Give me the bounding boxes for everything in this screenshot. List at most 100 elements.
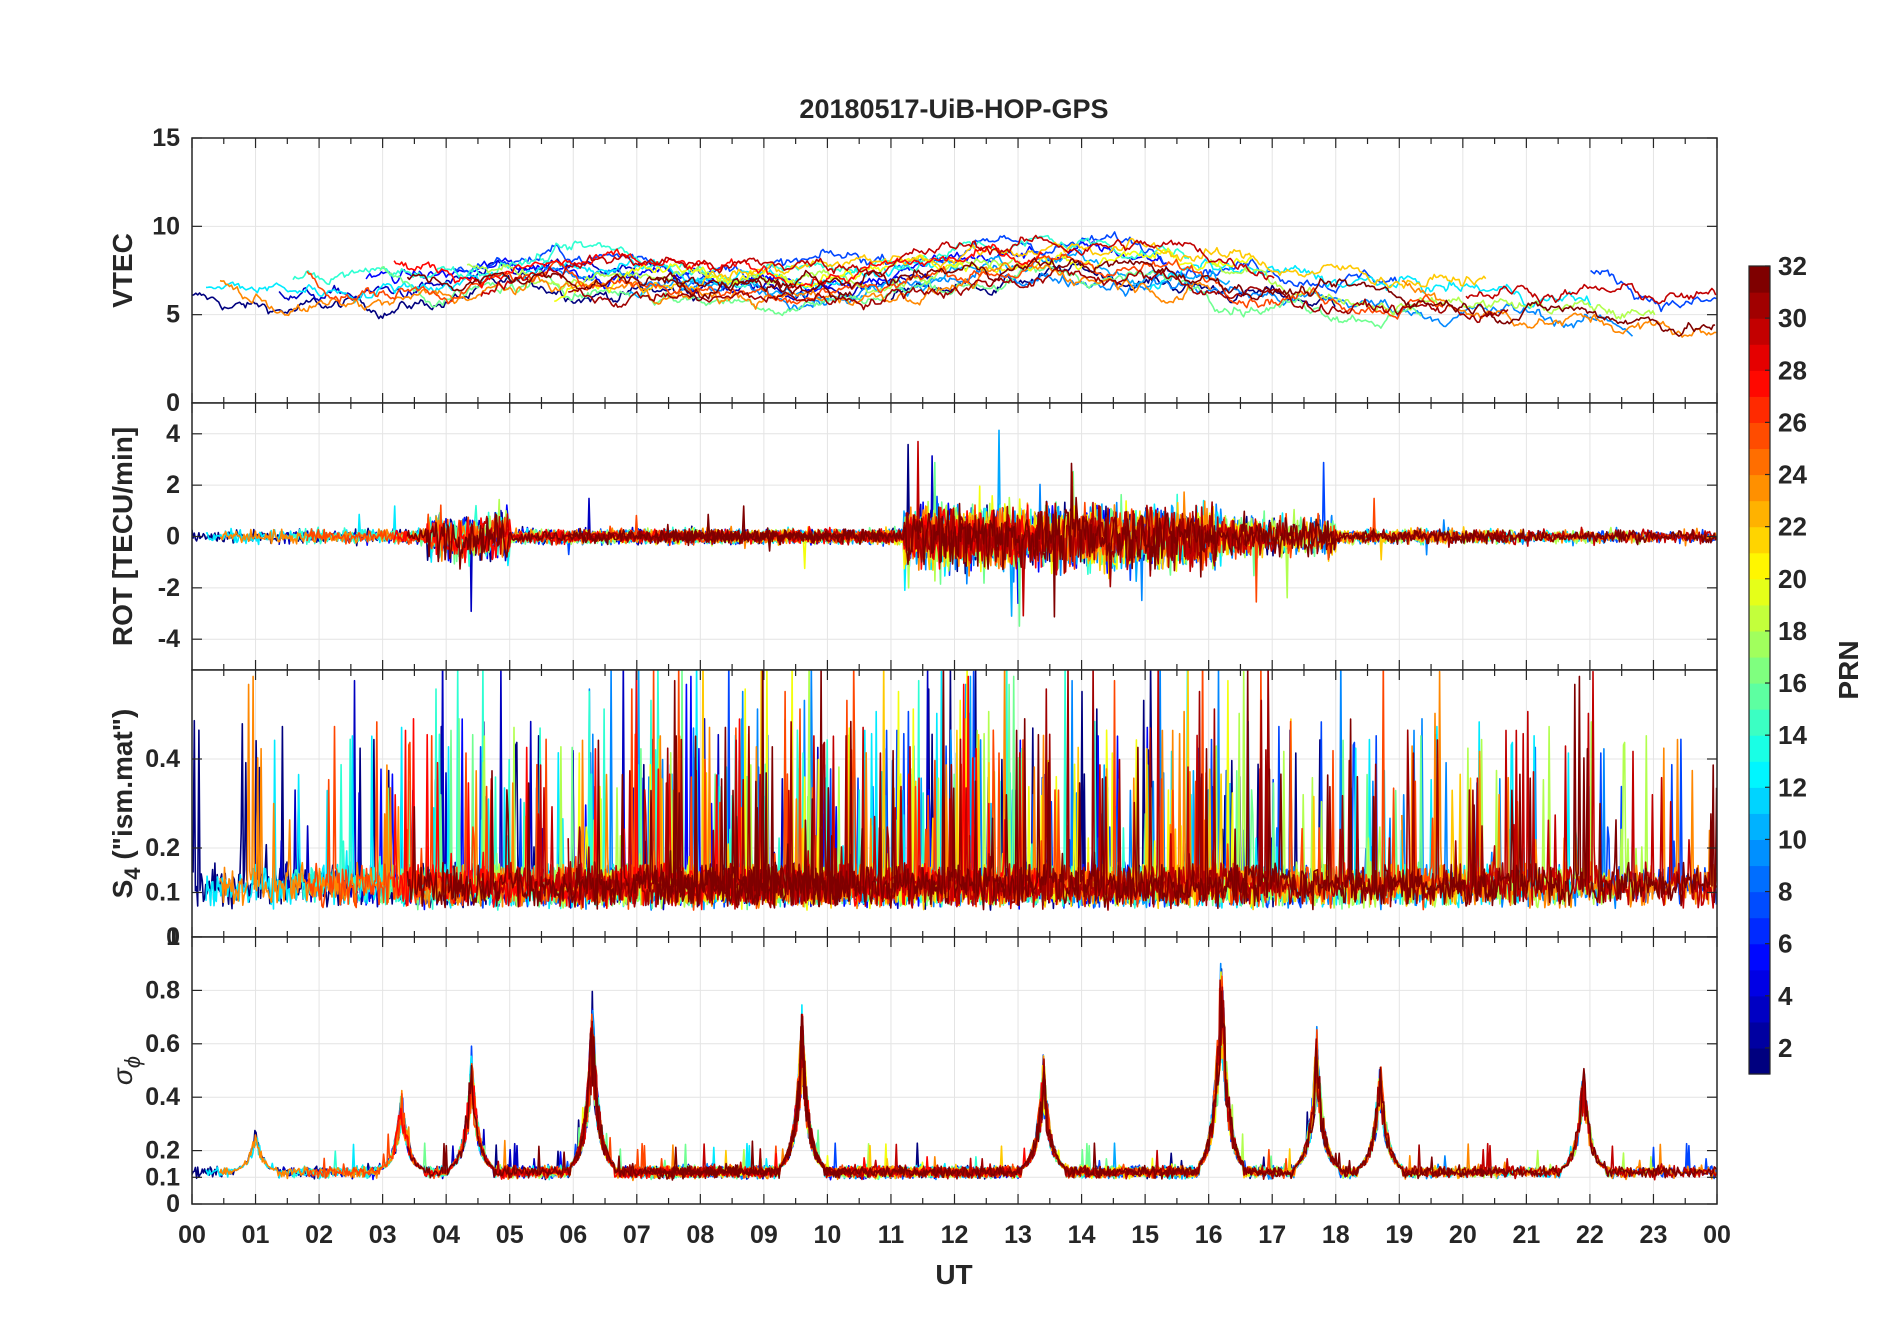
y-tick-label: 0.4 [145,745,180,773]
series-line-prn-30 [480,234,1275,297]
colorbar-segment [1749,995,1770,1023]
x-tick-label: 13 [1004,1221,1032,1249]
y-tick-label: 0 [166,523,180,551]
colorbar-segment [1749,1021,1770,1049]
colorbar-segment [1749,266,1770,293]
y-tick-label: 0 [166,923,180,951]
x-tick-label: 07 [623,1221,651,1249]
y-axis-label: S4 ("ism.mat") [107,709,145,899]
series-line-prn-30 [1465,670,1717,909]
colorbar-tick-label: 30 [1778,303,1807,333]
y-axis-label: ROT [TECU/min] [107,427,138,646]
x-tick-label: 15 [1131,1221,1159,1249]
colorbar-segment [1749,735,1770,762]
y-axis-label: σϕ [107,1056,145,1085]
series-line-prn-16 [379,263,1422,329]
x-tick-label: 17 [1258,1221,1286,1249]
x-tick-label: 11 [878,1221,905,1249]
colorbar-segment [1749,865,1770,893]
panel-vtec: 0 5 10 15 VTEC [107,124,1718,417]
colorbar-segment [1749,630,1770,658]
colorbar-segment [1749,917,1770,945]
series-line-prn-30 [1465,282,1717,305]
colorbar-segment [1749,448,1770,476]
y-tick-label: 0.1 [145,879,180,907]
series-line-prn-32 [406,269,853,302]
colorbar-segment [1749,839,1770,867]
x-tick-label: 21 [1512,1221,1540,1249]
x-tick-label: 02 [305,1221,333,1249]
colorbar-segment [1749,943,1770,971]
colorbar-frame [1748,265,1771,1075]
colorbar-segment [1749,683,1770,710]
y-tick-label: 0.1 [145,1163,180,1191]
colorbar-segment [1749,500,1770,528]
x-tick-label: 22 [1576,1221,1604,1249]
colorbar-tick-label: 14 [1778,720,1807,750]
colorbar-segment [1749,552,1770,580]
colorbar-tick-label: 8 [1778,877,1792,907]
y-tick-label: 10 [152,212,180,240]
x-tick-label: 00 [178,1221,206,1249]
y-tick-label: 0 [166,389,180,417]
series-group [192,962,1717,1182]
colorbar-segment [1749,891,1770,919]
panel-s4: 0 0.1 0.2 0.4S4 ("ism.mat") [107,669,1718,951]
colorbar-tick-label: 20 [1778,564,1807,594]
series-line-prn-31 [568,268,1509,324]
y-axis-label: VTEC [107,233,138,308]
y-tick-label: 2 [166,471,180,499]
colorbar-segment [1749,709,1770,736]
x-tick-label: 08 [686,1221,714,1249]
colorbar-segment [1749,656,1770,684]
x-axis-label: UT [935,1259,972,1290]
colorbar-tick-label: 26 [1778,407,1807,437]
colorbar-segment [1749,604,1770,632]
colorbar-segment [1749,370,1770,397]
colorbar-segment [1749,578,1770,606]
colorbar-segment [1749,969,1770,997]
x-tick-label: 14 [1068,1221,1096,1249]
y-tick-label: -2 [158,574,180,602]
colorbar-tick-label: 12 [1778,772,1807,802]
y-tick-label: 0.4 [145,1083,180,1111]
x-tick-label: 04 [432,1221,460,1249]
colorbar-segment [1749,526,1770,554]
y-tick-label: 1 [166,923,180,951]
x-tick-label: 09 [750,1221,778,1249]
x-tick-label: 00 [1703,1221,1731,1249]
colorbar-segment [1749,292,1770,319]
colorbar-tick-label: 6 [1778,929,1792,959]
chart-title: 20180517-UiB-HOP-GPS [799,94,1108,124]
series-line-prn-18 [466,257,1021,294]
x-tick-label: 16 [1195,1221,1223,1249]
series-group [192,670,1717,911]
y-tick-label: 15 [152,124,180,152]
colorbar-tick-label: 32 [1778,251,1807,281]
series-line-prn-32 [406,505,852,570]
colorbar-tick-label: 22 [1778,512,1807,542]
series-line-prn-24 [219,261,1212,317]
colorbar-tick-label: 2 [1778,1033,1792,1063]
colorbar-label: PRN [1833,640,1864,699]
series-group [192,429,1717,627]
colorbar-tick-label: 4 [1778,981,1793,1011]
x-axis: 00 01 02 03 04 05 06 07 08 09 10 11 12 13 14 15 16 17 18 19… [178,1221,1731,1249]
colorbar-segment [1749,1047,1770,1075]
colorbar-segment [1749,787,1770,814]
x-tick-label: 12 [941,1221,969,1249]
y-tick-label: -4 [158,625,180,653]
y-tick-label: 0.2 [145,834,180,862]
y-tick-label: 0.6 [145,1030,180,1058]
series-line-prn-32 [406,726,852,910]
x-tick-label: 01 [242,1221,270,1249]
x-tick-label: 20 [1449,1221,1477,1249]
x-tick-label: 23 [1640,1221,1668,1249]
colorbar-segment [1749,344,1770,371]
x-tick-label: 05 [496,1221,524,1249]
x-tick-label: 03 [369,1221,397,1249]
y-tick-label: 4 [166,420,180,448]
